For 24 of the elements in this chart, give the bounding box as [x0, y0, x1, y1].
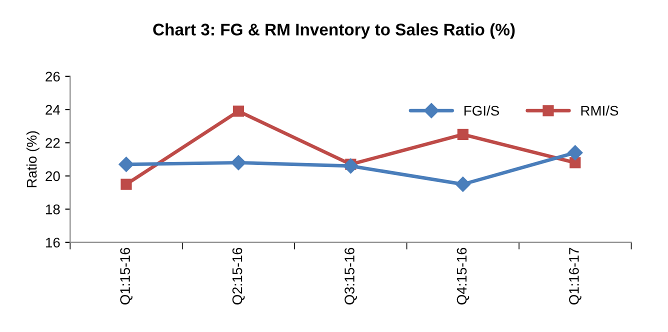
point — [120, 178, 132, 190]
x-tick-label: Q1:16-17 — [569, 248, 582, 304]
y-tick-label: 22 — [46, 138, 60, 148]
x-tick-label: Q1:15-16 — [120, 248, 132, 304]
y-axis-title: Ratio (%) — [26, 131, 40, 188]
point — [230, 155, 246, 170]
x-tick-label: Q2:15-16 — [232, 248, 245, 304]
point — [455, 176, 470, 192]
x-tick-label: Q4:15-16 — [456, 248, 470, 304]
legend-label: FGI/S — [464, 105, 499, 116]
point — [570, 157, 581, 168]
y-tick-label: 16 — [46, 238, 60, 248]
legend-label: RMI/S — [581, 105, 618, 116]
chart-title: Chart 3: FG & RM Inventory to Sales Ratio (%) — [153, 23, 515, 39]
y-tick-label: 26 — [46, 72, 60, 82]
y-tick-label: 20 — [46, 171, 60, 182]
y-tick-label: 24 — [46, 104, 60, 115]
point — [568, 145, 583, 160]
point — [118, 156, 134, 172]
point — [343, 158, 358, 174]
point — [457, 128, 468, 140]
point — [232, 106, 244, 117]
y-tick-label: 18 — [46, 204, 60, 214]
x-tick-label: Q3:15-16 — [344, 248, 357, 304]
